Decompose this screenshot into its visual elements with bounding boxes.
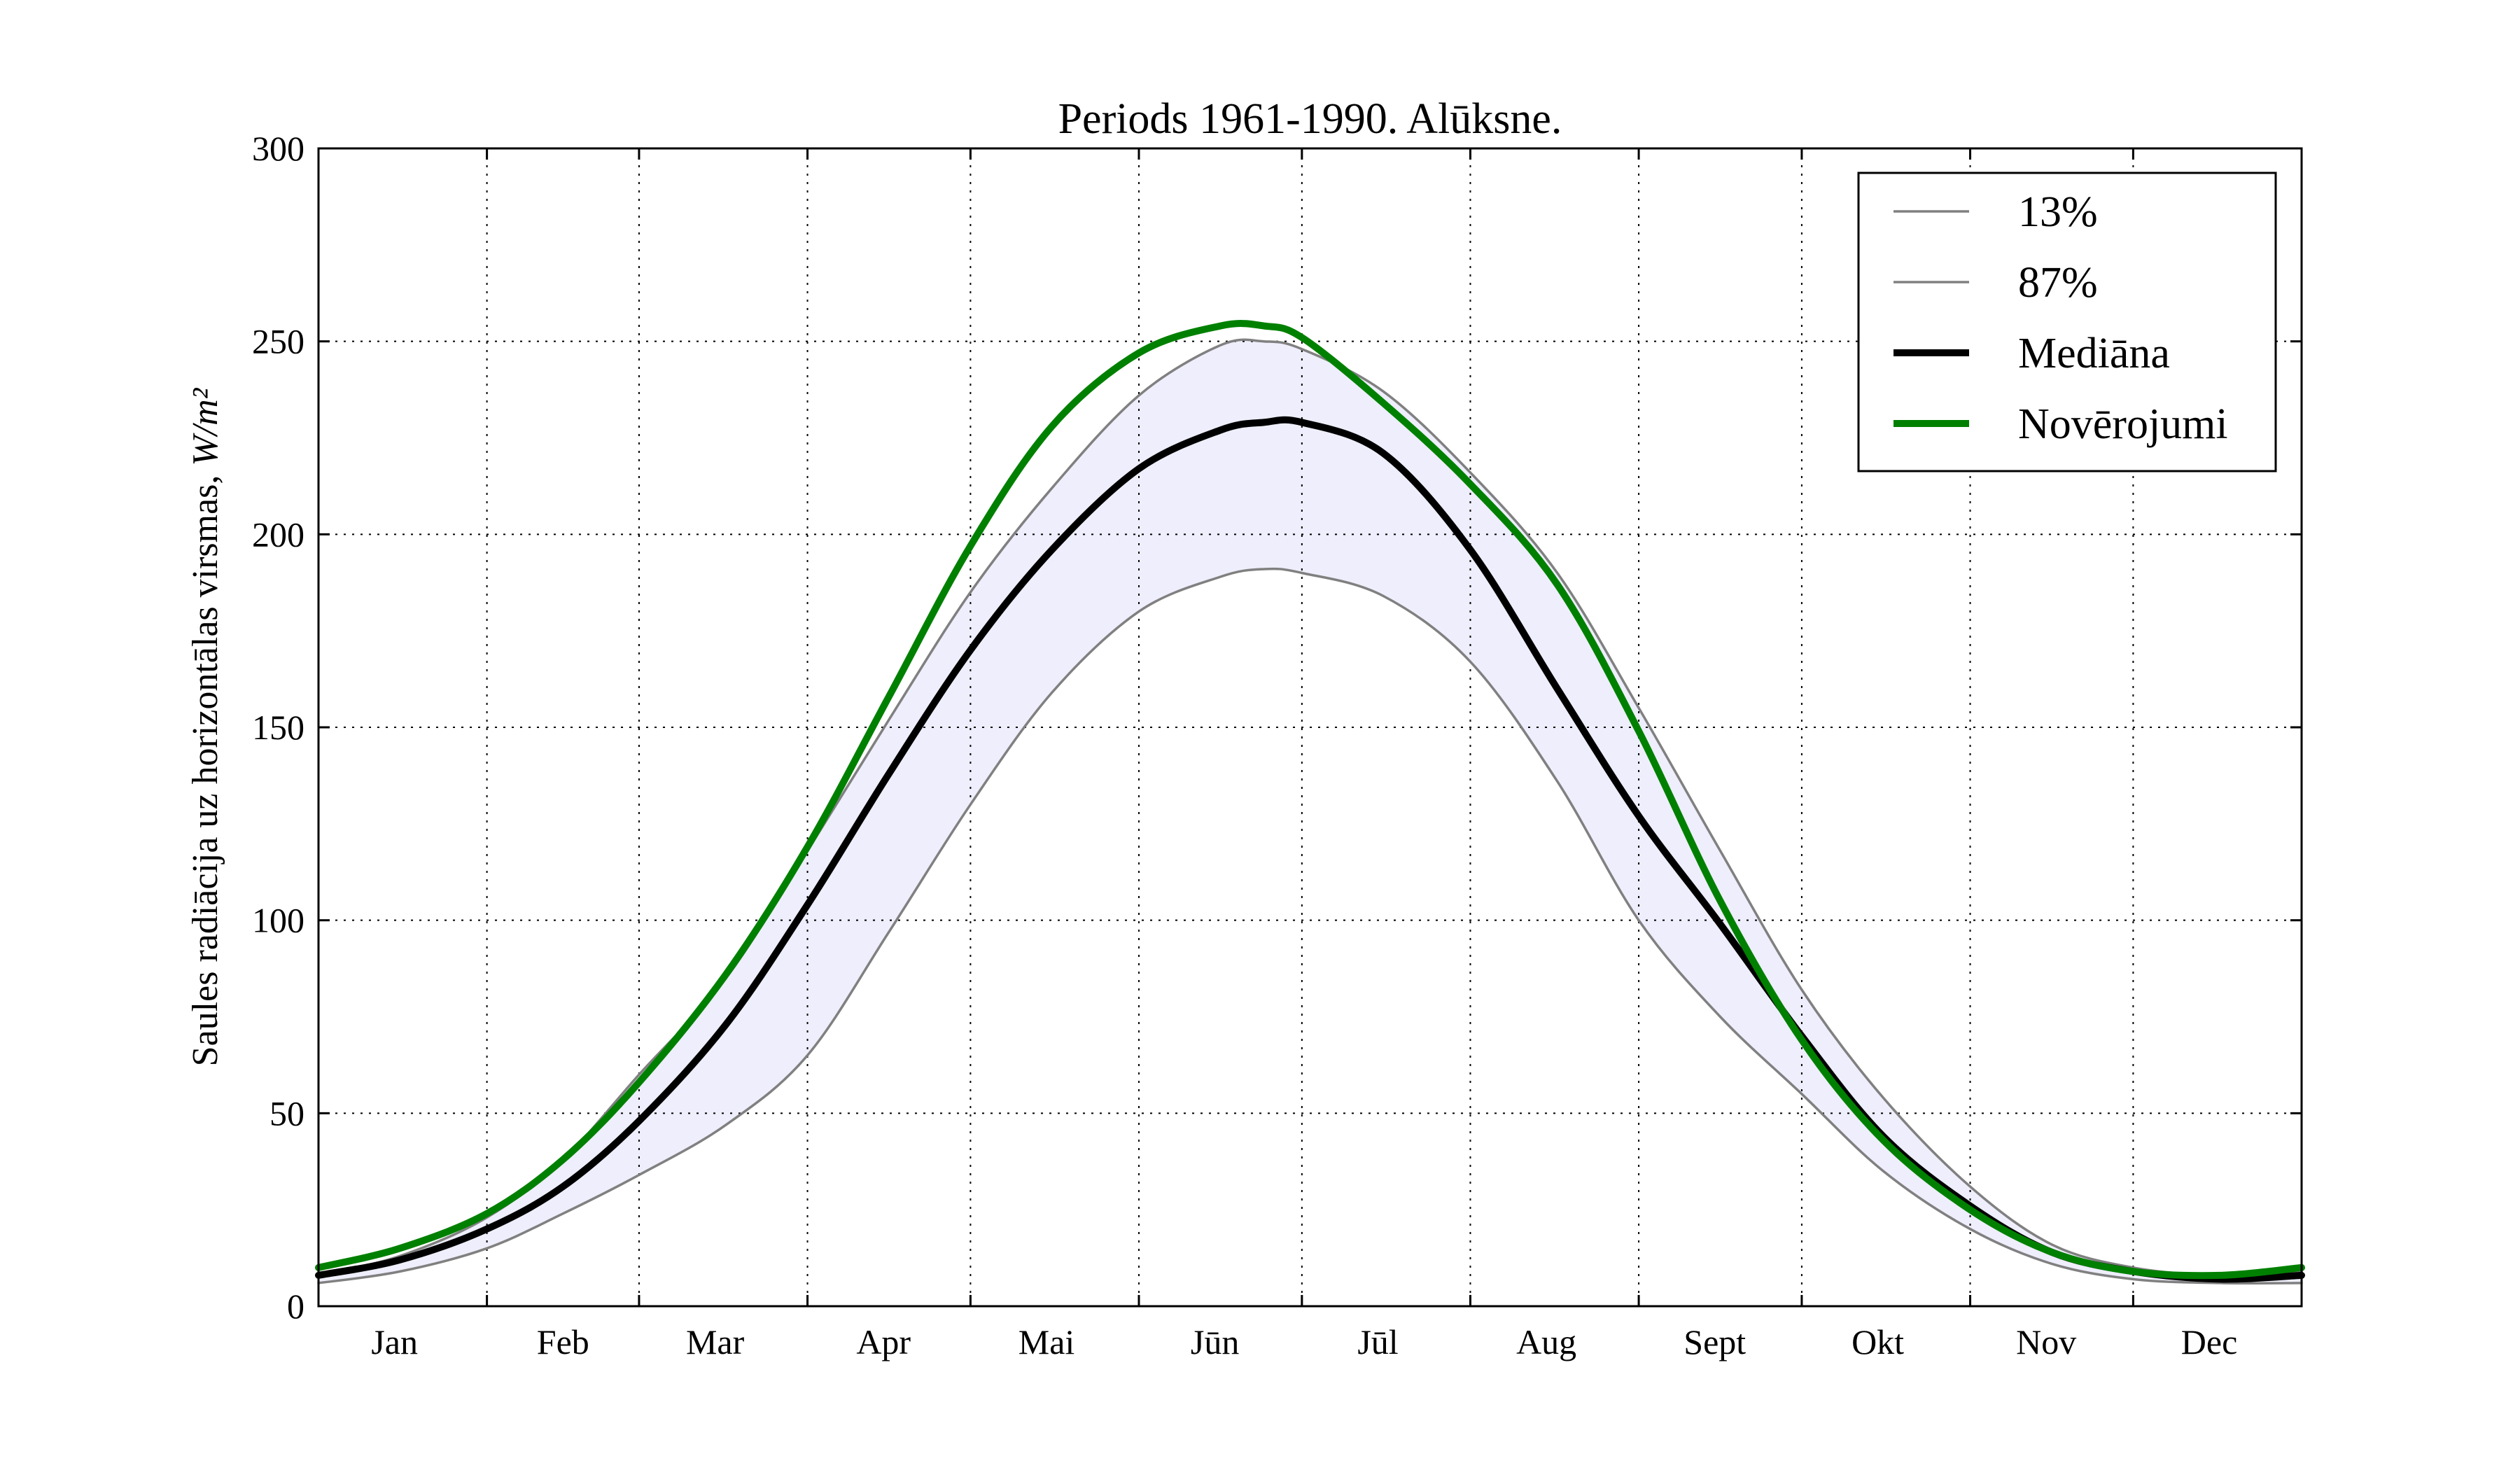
x-tick-label: Jan [371,1322,418,1362]
legend-label-4: Novērojumi [2018,400,2228,448]
y-axis-label-unit: W/m² [186,387,225,465]
x-tick-label: Jūn [1191,1322,1239,1362]
x-tick-labels: Jan Feb Mar Apr Mai Jūn Jūl Aug Sept Okt Nov Dec [371,1322,2237,1362]
y-tick-label: 100 [252,901,304,940]
x-tick-label: Dec [2181,1322,2238,1362]
y-tick-label: 200 [252,514,304,554]
x-tick-label: Aug [1516,1322,1576,1362]
y-tick-label: 250 [252,322,304,361]
y-tick-label: 300 [252,129,304,168]
x-tick-label: Mar [686,1322,745,1362]
legend-label-2: 87% [2018,259,2098,307]
y-tick-label: 50 [270,1093,304,1133]
x-tick-label: Jūl [1357,1322,1398,1362]
y-tick-label: 0 [287,1287,304,1326]
series-line-4 [315,320,2305,1280]
x-tick-label: Nov [2016,1322,2076,1362]
legend-label-3: Mediāna [2018,330,2170,377]
y-axis-label-text: Saules radiācija uz horizontālas virsmas… [186,466,225,1067]
series-line-1 [317,567,2303,1285]
legend-label-1: 13% [2018,188,2098,236]
chart-title: Periods 1961-1990. Alūksne. [1058,95,1562,143]
y-tick-labels: 0 50 100 150 200 250 300 [252,129,304,1326]
y-tick-label: 150 [252,708,304,747]
axis-ticks [318,147,2302,1308]
x-tick-label: Okt [1851,1322,1904,1362]
x-tick-label: Feb [537,1322,589,1362]
series-lines [315,320,2305,1285]
legend-items: 13% 87% Mediāna Novērojumi [1893,188,2228,448]
legend: 13% 87% Mediāna Novērojumi [1857,172,2277,472]
y-axis-label: Saules radiācija uz horizontālas virsmas… [186,387,225,1066]
x-tick-label: Mai [1018,1322,1075,1362]
x-tick-label: Apr [856,1322,911,1362]
x-tick-label: Sept [1684,1322,1746,1362]
